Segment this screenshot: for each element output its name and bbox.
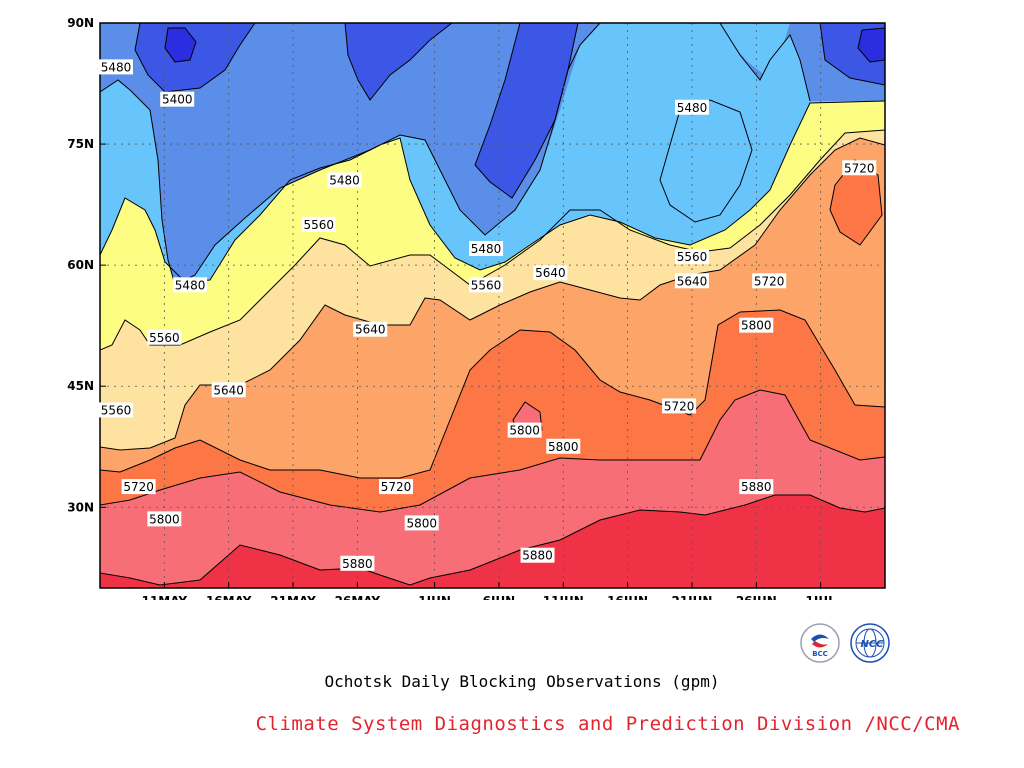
contour-label: 5560 xyxy=(99,402,133,418)
contour-label: 5800 xyxy=(739,317,774,333)
contour-label: 5480 xyxy=(99,59,133,74)
band-5480-pocket xyxy=(660,100,752,222)
x-tick-label: 11MAY xyxy=(142,594,188,600)
credit-line: Climate System Diagnostics and Predictio… xyxy=(255,713,960,735)
contour-label-text: 5560 xyxy=(149,331,180,345)
contour-label: 5480 xyxy=(173,277,208,293)
contour-label-text: 5560 xyxy=(101,403,132,417)
contour-label-layer: 5480 5400 5480 5720 5480 5560 5480 5560 5480 5560… xyxy=(99,59,877,571)
contour-label-text: 5480 xyxy=(471,242,502,256)
y-tick-label: 30N xyxy=(67,500,94,514)
contour-label: 5480 xyxy=(327,172,362,188)
band-below-5320-b xyxy=(475,23,578,198)
contour-label-text: 5720 xyxy=(844,161,875,175)
contour-label: 5560 xyxy=(147,329,182,345)
contour-label-text: 5560 xyxy=(677,250,708,264)
contour-label-text: 5640 xyxy=(355,323,386,337)
contour-label: 5720 xyxy=(752,273,787,289)
x-tick-label: 21MAY xyxy=(270,594,316,600)
x-tick-label: 6JUN xyxy=(483,594,516,600)
contour-label-text: 5800 xyxy=(548,440,579,454)
x-tick-label: 21JUN xyxy=(671,594,712,600)
band-lowest-a xyxy=(165,28,196,62)
contour-label-text: 5720 xyxy=(754,274,785,288)
contour-label: 5800 xyxy=(507,422,542,438)
ncc-logo-text: NCC xyxy=(860,639,884,650)
contour-label: 5800 xyxy=(147,511,182,526)
contour-label-text: 5800 xyxy=(149,512,180,526)
chart: 11MAY201016MAY21MAY26MAY1JUN6JUN11JUN16J… xyxy=(67,16,886,600)
plot-frame xyxy=(99,22,886,589)
band-below-5320-a xyxy=(135,23,255,92)
x-tick-label: 1JUL xyxy=(806,594,837,600)
contour-label-text: 5880 xyxy=(522,549,553,563)
contour-label: 5480 xyxy=(469,241,504,256)
logo-group: BCC NCC xyxy=(800,623,890,663)
contour-label-text: 5800 xyxy=(509,424,540,438)
contour-label: 5720 xyxy=(121,479,156,495)
x-tick-label: 16JUN xyxy=(607,594,648,600)
x-tick-label: 26JUN xyxy=(736,594,777,600)
x-tick-label: 16MAY xyxy=(206,594,252,600)
band-lowest-b xyxy=(858,28,885,62)
contour-label: 5400 xyxy=(160,91,195,107)
contour-label-text: 5480 xyxy=(329,173,360,187)
band-below-5320-c xyxy=(345,23,452,100)
contour-label: 5640 xyxy=(353,321,388,337)
contour-label: 5800 xyxy=(546,438,581,454)
contour-label-text: 5800 xyxy=(741,319,772,333)
contour-label: 5880 xyxy=(739,479,774,495)
contour-label-text: 5640 xyxy=(677,274,708,288)
ncc-logo-icon: NCC xyxy=(850,623,890,663)
x-tick-label: 26MAY xyxy=(335,594,381,600)
contour-label: 5640 xyxy=(674,273,709,289)
contour-label-text: 5560 xyxy=(303,218,334,232)
contour-label: 5560 xyxy=(301,216,336,232)
contour-label-text: 5640 xyxy=(213,383,244,397)
contour-label-text: 5480 xyxy=(677,101,708,115)
contour-label-text: 5480 xyxy=(101,60,132,74)
contour-label-text: 5720 xyxy=(123,480,154,494)
contour-label: 5880 xyxy=(520,547,555,563)
contour-label-text: 5720 xyxy=(381,480,412,494)
contour-label-text: 5880 xyxy=(342,557,373,571)
contour-label-text: 5400 xyxy=(162,93,193,107)
contour-label-text: 5720 xyxy=(664,399,695,413)
contour-label: 5720 xyxy=(842,160,877,176)
band-5880-5960 xyxy=(100,495,885,588)
contour-line-layer xyxy=(100,23,885,586)
contour-label-text: 5560 xyxy=(471,278,502,292)
axis-layer: 11MAY201016MAY21MAY26MAY1JUN6JUN11JUN16J… xyxy=(67,16,836,600)
x-tick-label: 1JUN xyxy=(418,594,451,600)
contour-fill-layer xyxy=(100,23,885,588)
contour-label-text: 5640 xyxy=(535,266,566,280)
contour-label-text: 5880 xyxy=(741,480,772,494)
contour-label: 5560 xyxy=(674,249,709,264)
contour-label: 5560 xyxy=(469,277,504,293)
chart-caption: Ochotsk Daily Blocking Observations (gpm… xyxy=(324,672,720,691)
x-tick-label: 11JUN xyxy=(543,594,584,600)
contour-label: 5640 xyxy=(533,265,568,281)
y-tick-label: 60N xyxy=(67,258,94,272)
bcc-logo-icon: BCC xyxy=(800,623,840,663)
y-tick-label: 75N xyxy=(67,137,94,151)
contour-label-text: 5480 xyxy=(175,278,206,292)
contour-label: 5880 xyxy=(340,555,375,571)
contour-label-text: 5800 xyxy=(406,516,437,530)
band-5480-pocket-b xyxy=(720,23,790,78)
contour-label: 5640 xyxy=(211,382,246,398)
contour-label: 5720 xyxy=(378,479,413,495)
bcc-logo-text: BCC xyxy=(812,650,828,658)
y-tick-label: 45N xyxy=(67,379,94,393)
contour-label: 5720 xyxy=(662,398,697,414)
y-tick-label: 90N xyxy=(67,16,94,30)
contour-label: 5800 xyxy=(404,515,439,531)
band-5720-pocket xyxy=(830,160,882,245)
contour-label: 5480 xyxy=(674,99,709,115)
